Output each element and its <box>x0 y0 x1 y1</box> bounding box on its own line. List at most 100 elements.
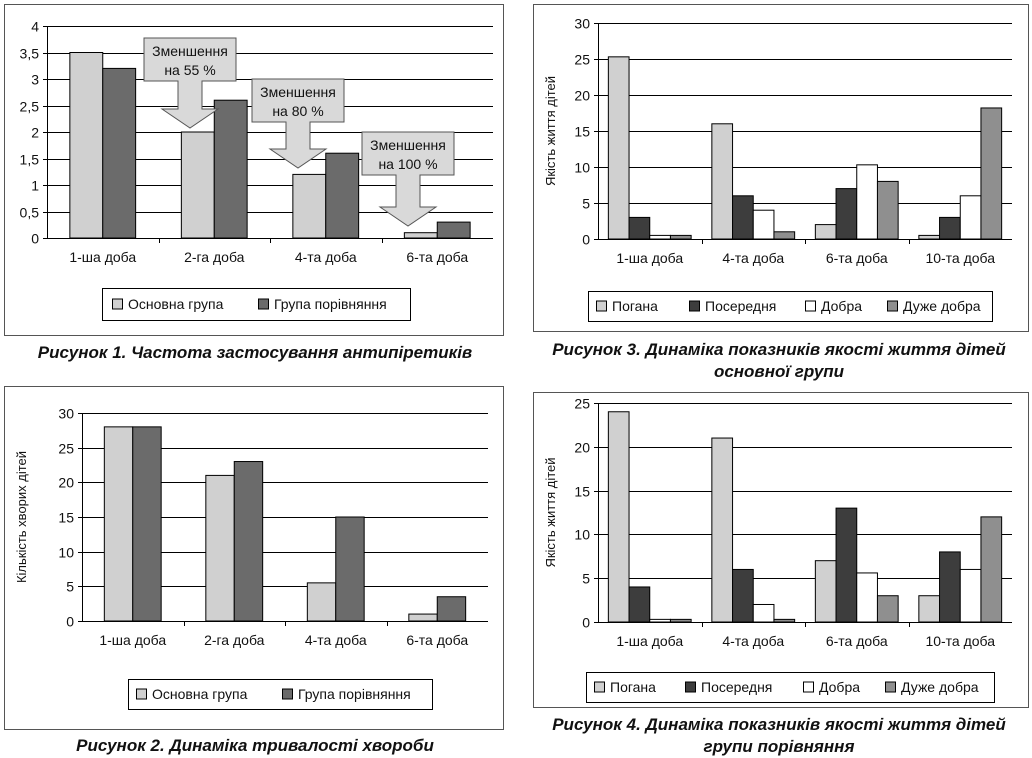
x-tick-label: 10-та доба <box>925 250 995 266</box>
bar <box>102 67 137 239</box>
y-tick-label: 25 <box>58 441 74 457</box>
x-tick-label: 1-ша доба <box>616 250 683 266</box>
bar <box>607 411 630 623</box>
x-tick-label: 1-ша доба <box>69 249 136 265</box>
legend-label: Посередня <box>705 298 776 314</box>
legend-label: Погана <box>610 679 656 695</box>
legend-swatch <box>805 300 816 312</box>
bar <box>814 560 837 623</box>
annotation-text: Зменшення <box>152 43 228 59</box>
y-tick-label: 0 <box>582 615 590 631</box>
y-tick-label: 10 <box>574 160 590 176</box>
x-tick-label: 2-га доба <box>204 632 265 648</box>
bar <box>876 180 899 240</box>
bar <box>325 152 360 239</box>
bar <box>69 52 104 239</box>
chart-fig4: 0 5 10 15 20 25 Якість життя дітей 1-ша доба 4-т… <box>533 392 1029 708</box>
bar <box>306 582 337 622</box>
bar <box>628 216 651 240</box>
y-tick-label: 5 <box>582 571 590 587</box>
bar <box>835 188 858 240</box>
x-tick-label: 6-та доба <box>826 250 888 266</box>
y-tick-label: 3 <box>31 72 39 88</box>
y-tick-label: 2 <box>31 125 39 141</box>
bar <box>980 107 1003 240</box>
bar <box>408 613 438 622</box>
legend-swatch <box>136 688 147 700</box>
y-tick-label: 0 <box>31 231 39 247</box>
annotation-arrow <box>361 131 455 227</box>
x-tick-label: 4-та доба <box>295 249 357 265</box>
bar <box>959 195 982 240</box>
y-axis-title: Якість життя дітей <box>543 76 558 186</box>
legend-swatch <box>803 681 814 693</box>
annotation-text: Зменшення <box>370 137 446 153</box>
caption-fig4-line1: Рисунок 4. Динаміка показників якості жи… <box>552 715 1006 734</box>
caption-fig4: Рисунок 4. Динаміка показників якості жи… <box>526 714 1032 758</box>
bar <box>835 507 858 623</box>
x-tick-label: 10-та доба <box>925 633 995 649</box>
caption-fig3-line1: Рисунок 3. Динаміка показників якості жи… <box>552 340 1006 359</box>
y-tick-label: 20 <box>574 440 590 456</box>
legend-swatch <box>282 688 293 700</box>
bar <box>939 216 961 240</box>
legend <box>588 291 993 322</box>
legend-label: Добра <box>819 679 860 695</box>
x-tick-label: 4-та доба <box>722 633 784 649</box>
y-tick-label: 10 <box>58 545 74 561</box>
y-tick-label: 4 <box>31 19 39 35</box>
bar <box>711 123 734 240</box>
legend-label: Дуже добра <box>901 679 979 695</box>
y-axis-title: Якість життя дітей <box>543 457 558 567</box>
bar <box>752 603 775 623</box>
chart-frame <box>533 392 1029 708</box>
bar <box>856 572 878 623</box>
bar <box>980 516 1003 623</box>
legend <box>586 672 995 703</box>
legend-label: Група порівняння <box>298 686 411 702</box>
y-tick-label: 20 <box>58 475 74 491</box>
bar <box>628 586 651 623</box>
annotation-text: на 55 % <box>164 62 215 78</box>
bar <box>876 595 899 623</box>
legend <box>128 679 433 710</box>
y-tick-label: 5 <box>66 579 74 595</box>
bar <box>669 618 692 623</box>
legend-label: Група порівняння <box>274 296 387 312</box>
legend-swatch <box>887 300 898 312</box>
bar <box>132 426 162 622</box>
bar <box>233 461 264 622</box>
x-tick-label: 1-ша доба <box>616 633 683 649</box>
annotation-text: Зменшення <box>260 84 336 100</box>
x-tick-label: 2-га доба <box>184 249 245 265</box>
y-tick-label: 20 <box>574 88 590 104</box>
bar <box>711 437 734 623</box>
bar <box>436 596 467 622</box>
legend-label: Дуже добра <box>903 298 981 314</box>
y-tick-label: 2,5 <box>20 99 40 115</box>
x-tick-label: 6-та доба <box>406 632 468 648</box>
legend-swatch <box>112 298 123 310</box>
bar <box>773 231 796 240</box>
y-tick-label: 10 <box>574 527 590 543</box>
legend-label: Посередня <box>701 679 772 695</box>
caption-fig2: Рисунок 2. Динаміка тривалості хвороби <box>76 736 434 755</box>
x-tick-label: 6-та доба <box>406 249 468 265</box>
bar <box>292 173 327 239</box>
bar <box>669 234 692 240</box>
annotation-text: на 100 % <box>378 156 437 172</box>
x-tick-label: 4-та доба <box>722 250 784 266</box>
bar <box>649 618 671 623</box>
bar <box>732 568 754 623</box>
legend-label: Погана <box>612 298 658 314</box>
y-tick-label: 0 <box>582 232 590 248</box>
chart-fig3: 0 5 10 15 20 25 30 Якість життя дітей 1-ша доба 4… <box>533 4 1029 332</box>
y-tick-label: 1,5 <box>20 152 40 168</box>
y-tick-label: 0,5 <box>20 205 40 221</box>
y-tick-label: 3,5 <box>20 46 40 62</box>
bar <box>959 568 982 623</box>
bar <box>335 516 365 622</box>
legend-swatch <box>685 681 696 693</box>
legend <box>102 288 411 321</box>
y-tick-label: 25 <box>574 52 590 68</box>
